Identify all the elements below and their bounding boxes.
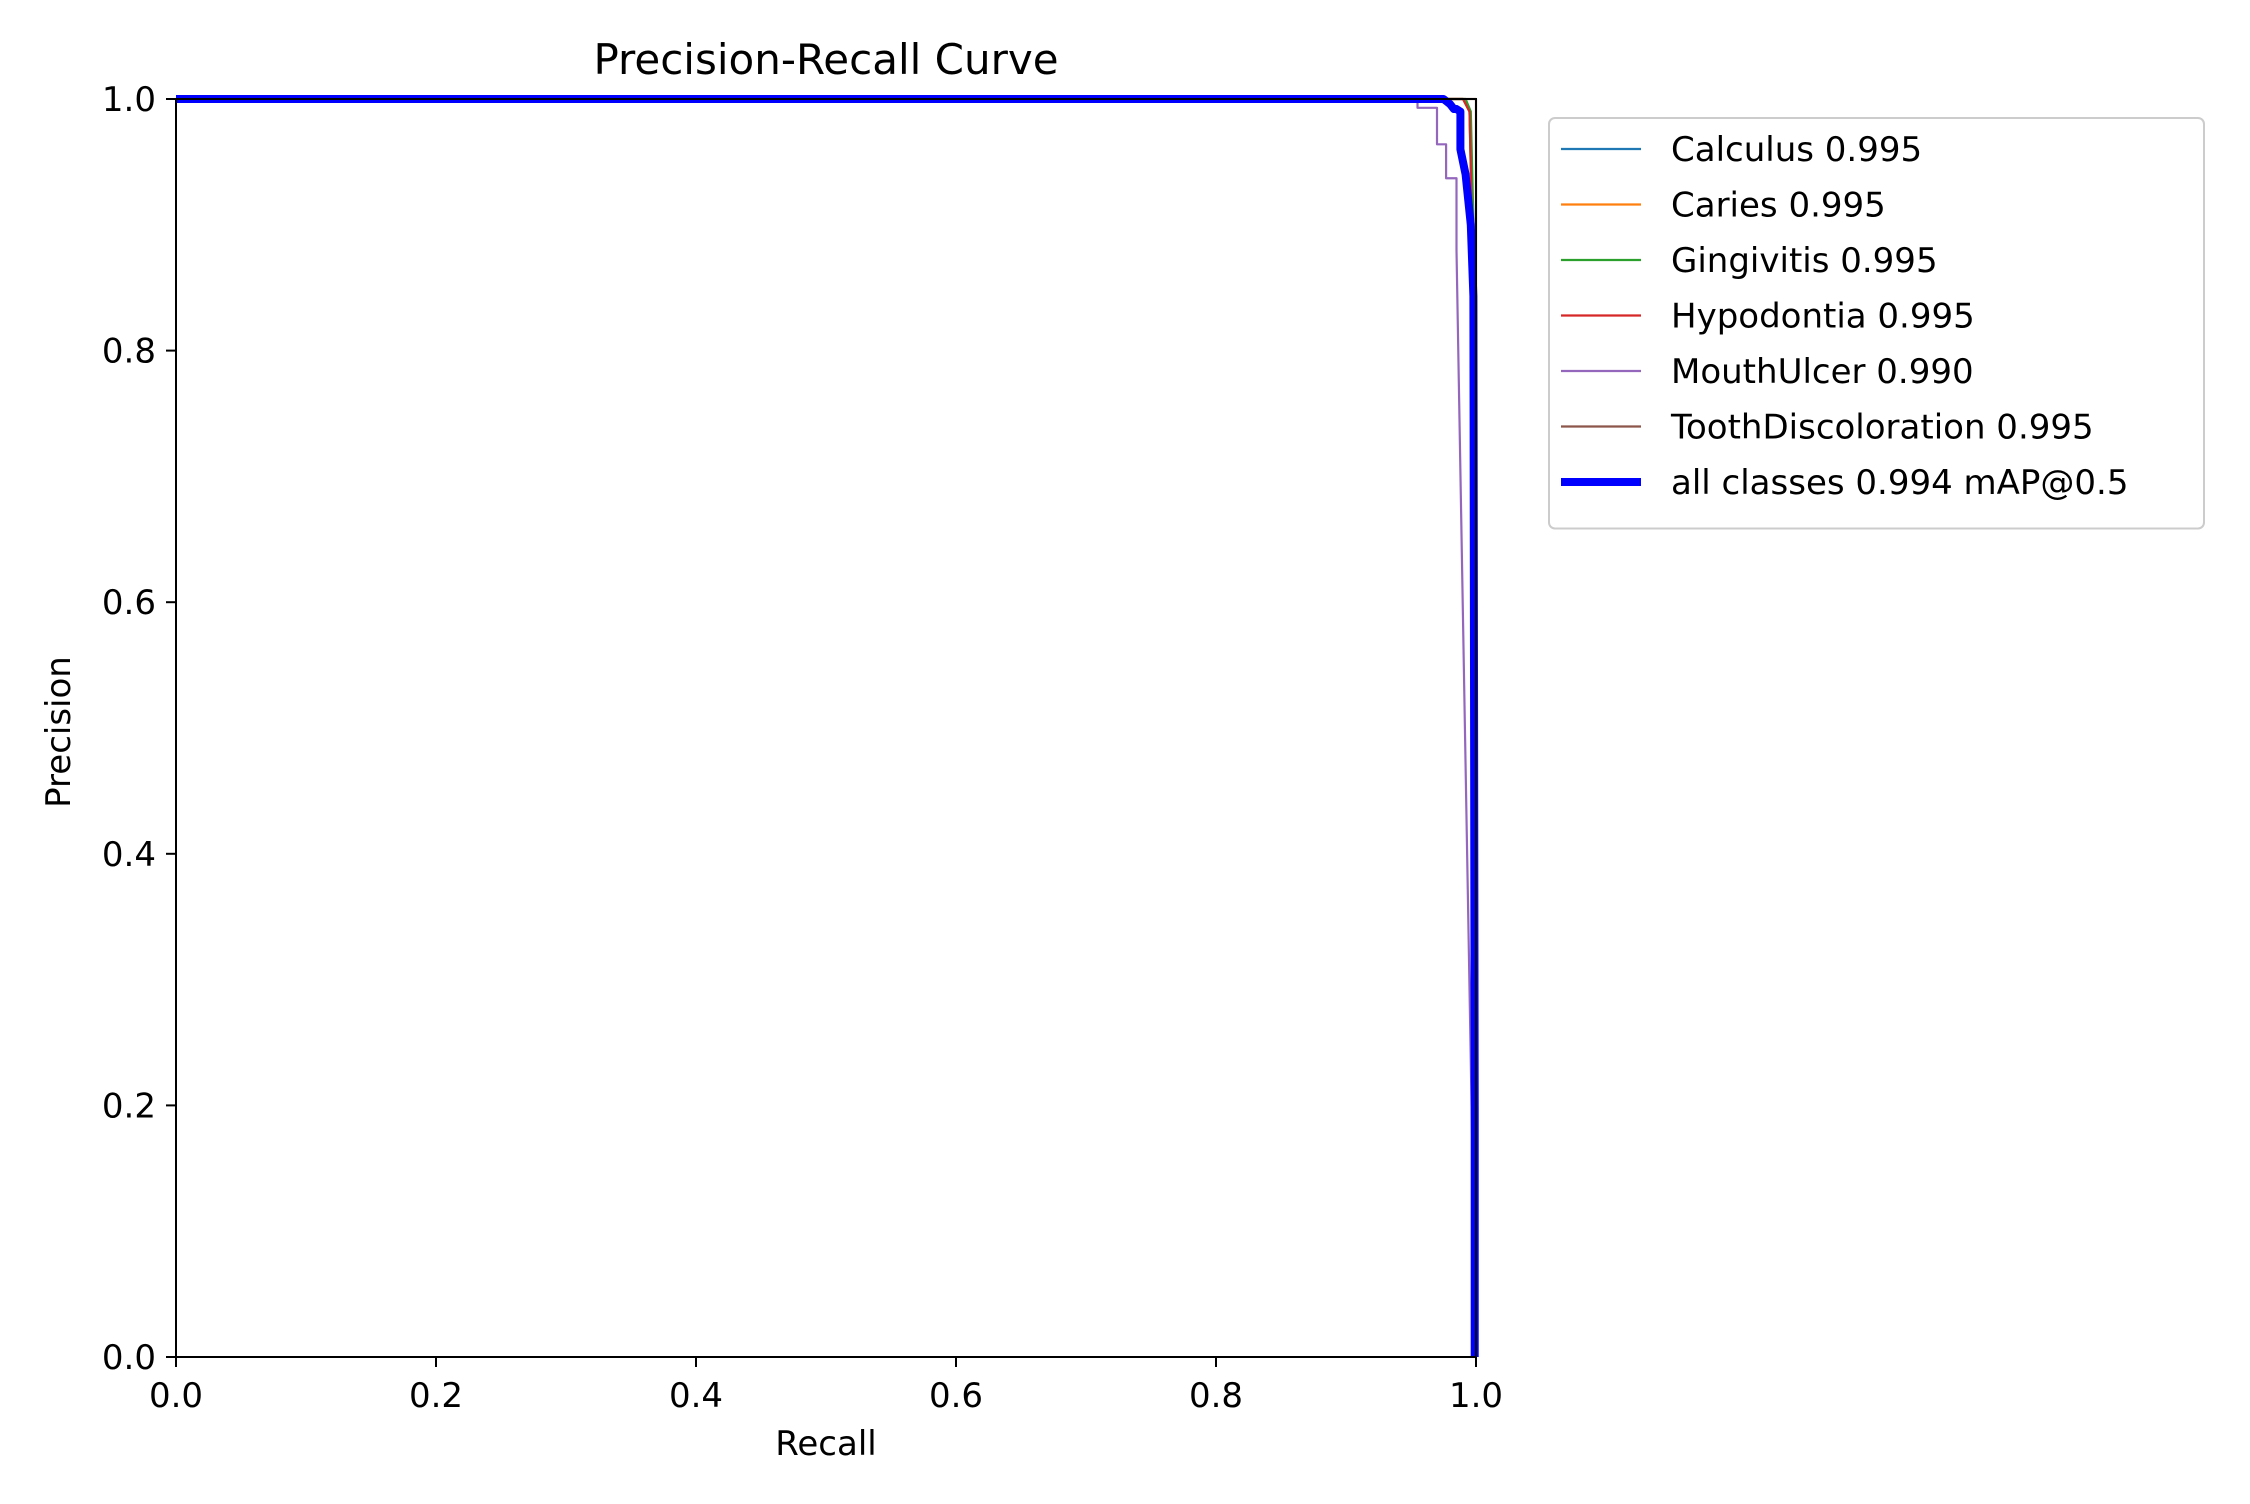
legend-label-6: all classes 0.994 mAP@0.5 xyxy=(1671,463,2128,503)
axes-frame xyxy=(175,98,1477,1358)
y-tick-label-4: 0.8 xyxy=(102,332,156,372)
series-line-6 xyxy=(176,95,1479,1357)
legend-label-1: Caries 0.995 xyxy=(1671,186,1886,226)
y-tick-label-0: 0.0 xyxy=(102,1338,156,1378)
x-tick-label-5: 1.0 xyxy=(1449,1376,1503,1416)
legend-label-5: ToothDiscoloration 0.995 xyxy=(1670,408,2094,448)
x-tick-label-0: 0.0 xyxy=(149,1376,203,1416)
y-axis-label: Precision xyxy=(39,656,79,808)
y-tick-label-1: 0.2 xyxy=(102,1086,156,1126)
plot-area: 0.0 0.2 0.4 0.6 0.8 1.0 0.0 0.2 0.4 0.6 0.8 1.0 xyxy=(102,80,1503,1416)
series-line-4 xyxy=(176,97,1478,1358)
plot-background xyxy=(176,99,1476,1357)
x-axis-label: Recall xyxy=(775,1424,876,1464)
legend-box xyxy=(1548,117,2205,530)
legend-label-2: Gingivitis 0.995 xyxy=(1671,241,1938,281)
chart-title: Precision-Recall Curve xyxy=(593,35,1058,84)
x-tick-label-3: 0.6 xyxy=(929,1376,983,1416)
legend-label-3: Hypodontia 0.995 xyxy=(1671,297,1975,337)
legend-label-0: Calculus 0.995 xyxy=(1671,130,1922,170)
y-tick-label-2: 0.4 xyxy=(102,835,156,875)
legend: Calculus 0.995 Caries 0.995 Gingivitis 0.9… xyxy=(1548,117,2205,530)
x-tick-label-2: 0.4 xyxy=(669,1376,723,1416)
legend-label-4: MouthUlcer 0.990 xyxy=(1671,352,1974,392)
x-tick-label-1: 0.2 xyxy=(409,1376,463,1416)
y-tick-label-5: 1.0 xyxy=(102,80,156,120)
y-tick-label-3: 0.6 xyxy=(102,583,156,623)
x-tick-label-4: 0.8 xyxy=(1189,1376,1243,1416)
